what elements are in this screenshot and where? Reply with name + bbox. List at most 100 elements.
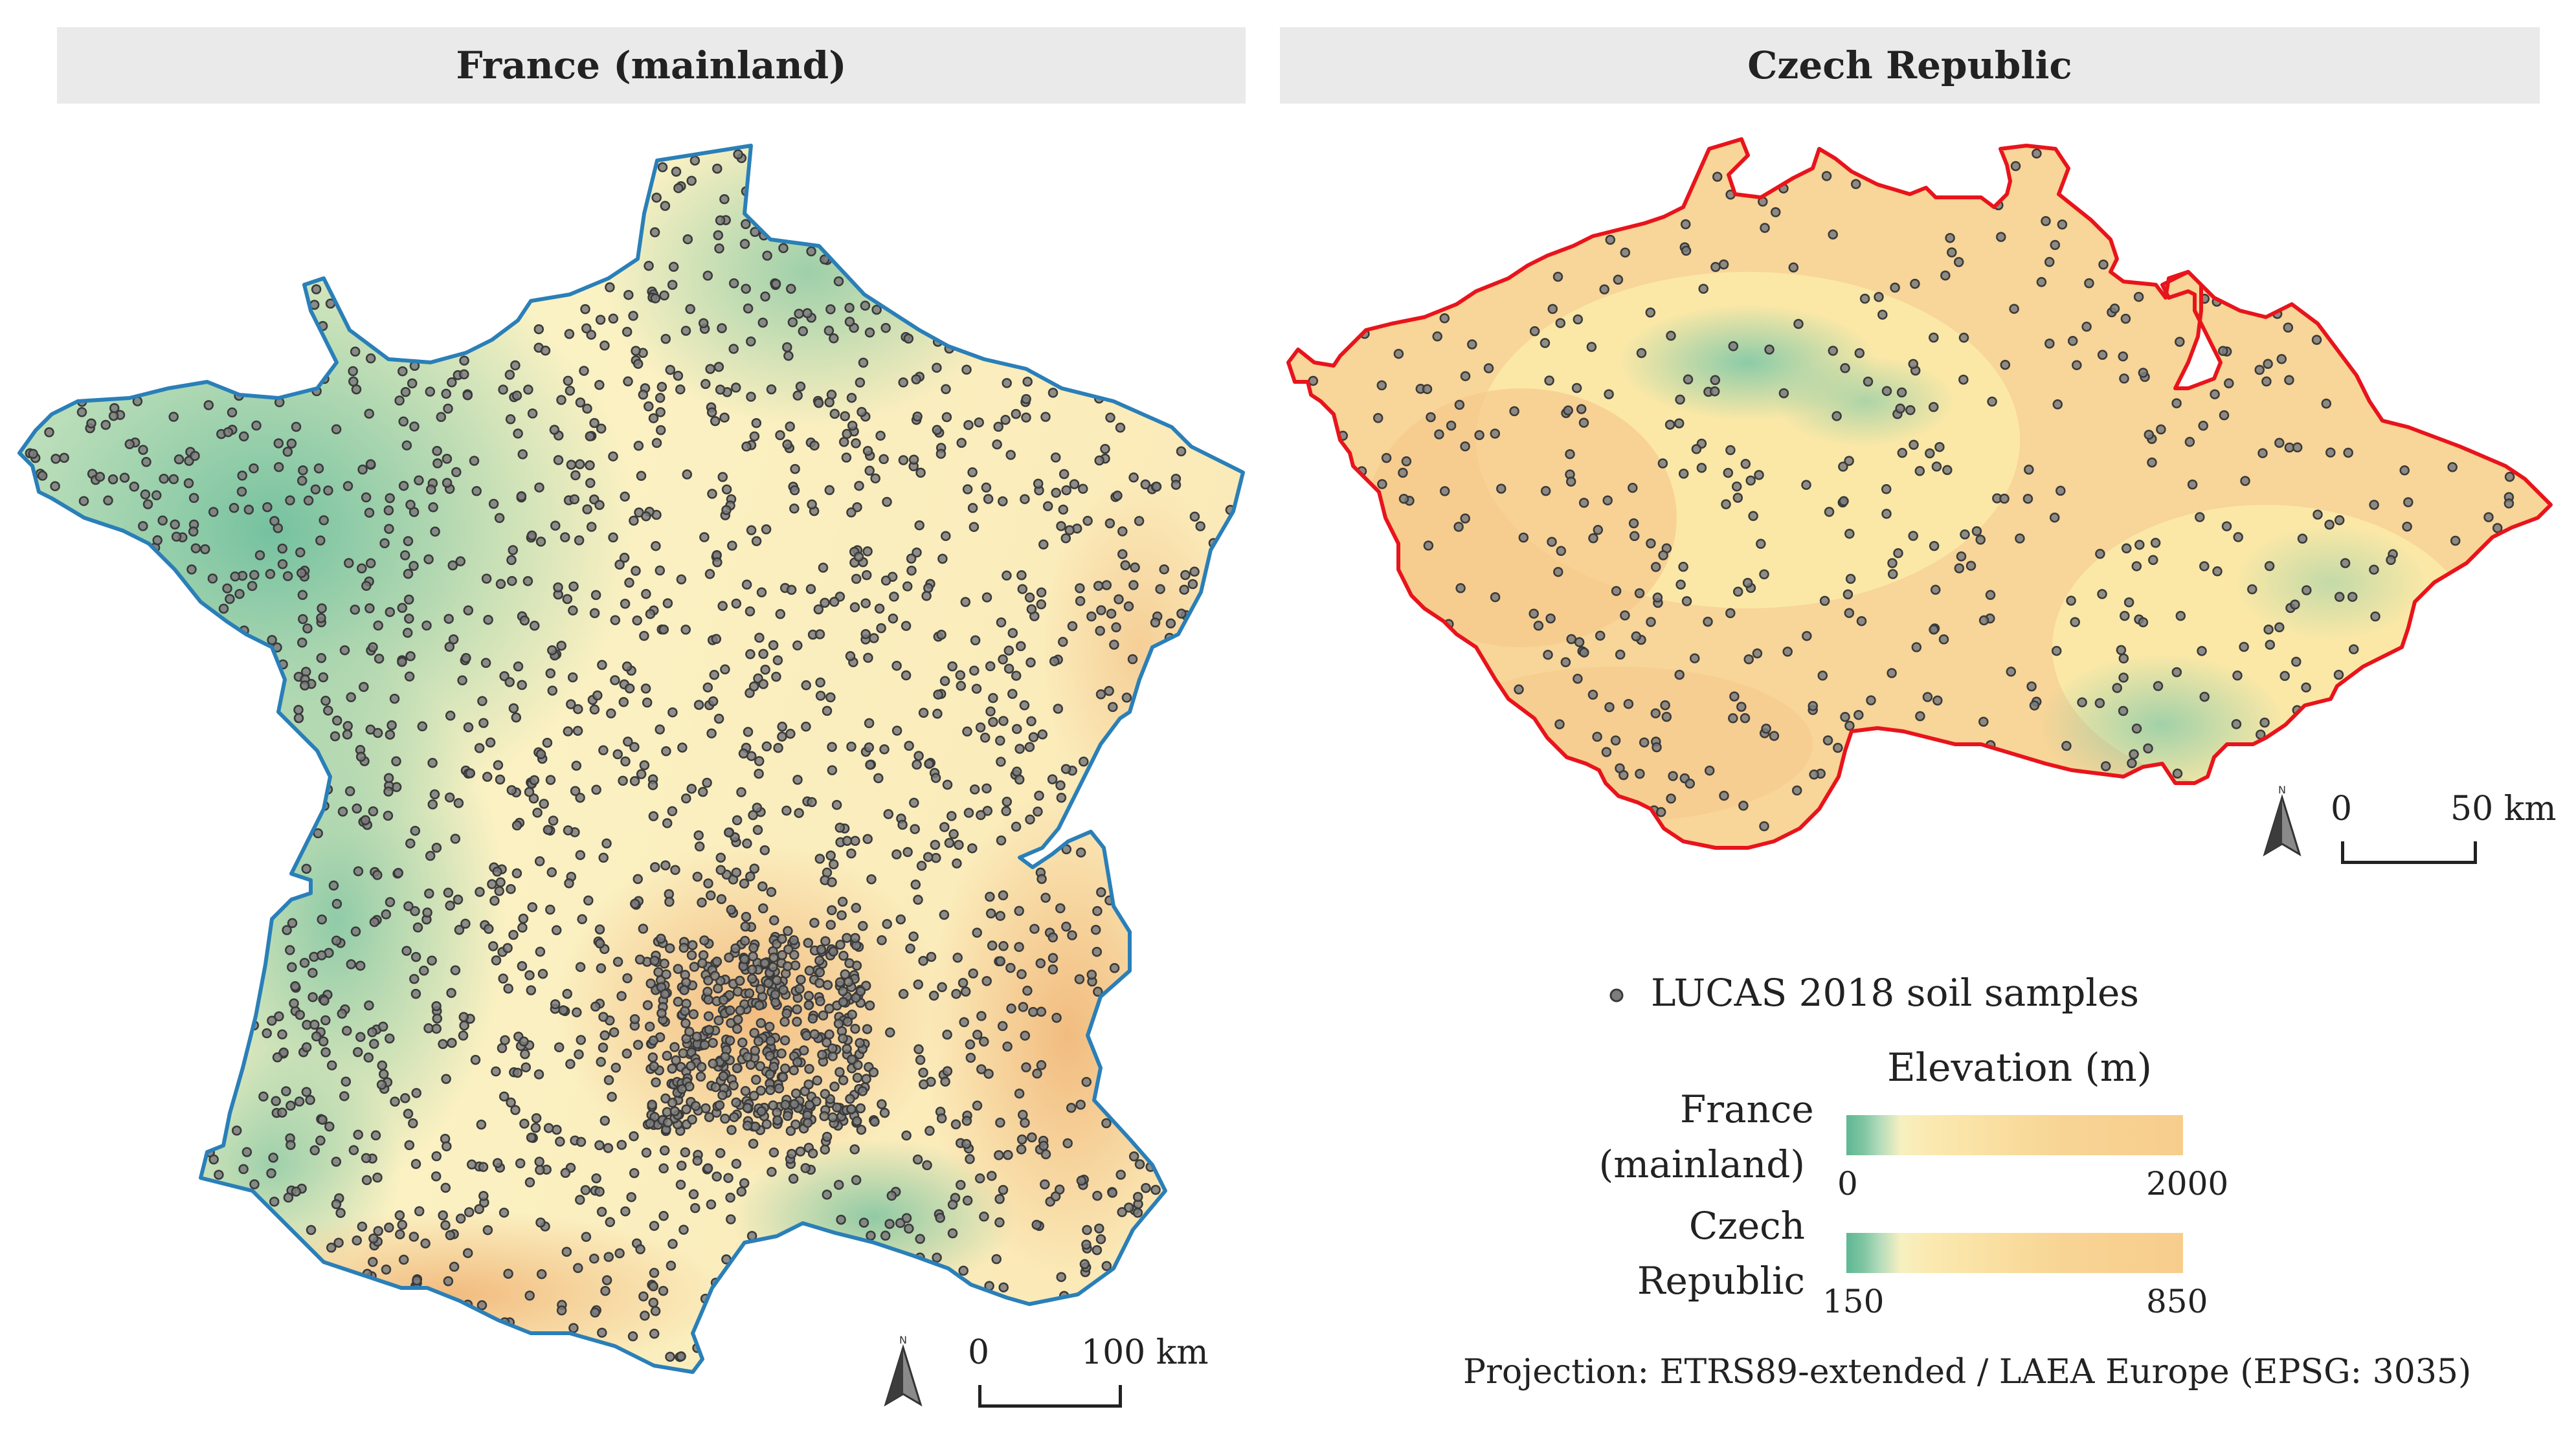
sample-point (851, 993, 861, 1003)
sample-point (1082, 1224, 1092, 1235)
sample-point (511, 868, 522, 879)
sample-point (1652, 592, 1663, 603)
sample-point (846, 848, 857, 859)
sample-point (1691, 444, 1702, 454)
sample-point (676, 1351, 686, 1362)
sample-point (697, 897, 707, 908)
sample-point (849, 1144, 860, 1155)
sample-point (726, 1125, 737, 1135)
sample-point (2156, 424, 2166, 435)
sample-point (662, 818, 673, 828)
sample-point (442, 478, 453, 488)
sample-point (1095, 689, 1106, 700)
sample-point (352, 1235, 362, 1246)
sample-point (419, 966, 429, 976)
sample-point (504, 677, 515, 687)
sample-point (339, 1091, 350, 1102)
sample-point (702, 682, 713, 692)
sample-point (483, 614, 493, 625)
sample-point (825, 304, 836, 315)
sample-point (331, 898, 342, 909)
sample-point (638, 1291, 649, 1302)
sample-point (575, 962, 586, 972)
sample-point (405, 651, 416, 661)
sample-point (2051, 645, 2062, 656)
sample-point (680, 625, 691, 635)
sample-point (1016, 641, 1026, 652)
sample-point (364, 1000, 374, 1011)
sample-point (247, 581, 258, 592)
sample-point (743, 727, 754, 737)
sample-point (958, 1265, 969, 1276)
sample-point (455, 556, 466, 567)
sample-point (1863, 376, 1874, 387)
sample-point (1176, 608, 1187, 619)
sample-point (556, 395, 566, 405)
sample-point (361, 492, 372, 503)
sample-point (629, 742, 640, 752)
sample-point (2097, 349, 2108, 360)
sample-point (1960, 529, 1970, 540)
sample-point (268, 1153, 278, 1163)
sample-point (710, 1081, 721, 1092)
sample-point (731, 1097, 741, 1108)
sample-point (2343, 447, 2353, 458)
sample-point (1027, 1132, 1037, 1143)
sample-point (225, 593, 235, 604)
sample-point (1732, 493, 1743, 503)
sample-point (462, 1248, 473, 1258)
sample-point (2219, 410, 2230, 421)
sample-point (904, 740, 914, 751)
sample-point (2492, 523, 2503, 533)
sample-point (980, 733, 991, 743)
sample-point (692, 871, 703, 882)
sample-point (743, 303, 754, 314)
sample-point (341, 1076, 352, 1087)
sample-point (395, 1229, 405, 1239)
sample-point (708, 1037, 718, 1048)
sample-point (728, 1080, 739, 1091)
sample-point (441, 1074, 451, 1084)
sample-point (410, 906, 420, 916)
sample-point (1401, 456, 1412, 467)
sample-point (308, 991, 318, 1003)
sample-point (885, 1027, 895, 1038)
sample-point (1011, 821, 1022, 832)
sample-point (526, 530, 537, 541)
sample-point (827, 742, 837, 752)
sample-point (518, 913, 529, 924)
sample-point (697, 958, 708, 969)
sample-point (568, 581, 579, 592)
sample-point (1095, 625, 1105, 636)
sample-point (498, 384, 508, 395)
sample-point (1033, 806, 1043, 817)
sample-point (1996, 232, 2006, 242)
sample-point (591, 1173, 601, 1184)
sample-point (1680, 219, 1691, 230)
sample-point (1439, 486, 1450, 496)
sample-point (820, 254, 830, 265)
sample-point (585, 478, 596, 489)
sample-point (777, 933, 787, 944)
sample-point (645, 978, 656, 989)
sample-point (792, 1057, 803, 1067)
sample-point (845, 651, 856, 661)
sample-point (2022, 493, 2033, 504)
sample-point (330, 731, 341, 742)
sample-point (1529, 608, 1539, 619)
sample-point (2311, 335, 2322, 345)
sample-point (939, 822, 950, 832)
sample-point (363, 1052, 374, 1063)
sample-point (923, 582, 934, 593)
sample-point (1454, 399, 1465, 410)
sample-point (944, 837, 955, 848)
sample-point (289, 998, 299, 1009)
sample-point (681, 1104, 691, 1114)
sample-point (916, 861, 927, 871)
sample-point (748, 1091, 759, 1101)
sample-point (802, 1118, 813, 1128)
sample-point (506, 883, 516, 894)
sample-point (1689, 653, 1700, 663)
sample-point (1911, 642, 1922, 652)
sample-point (1668, 771, 1678, 781)
